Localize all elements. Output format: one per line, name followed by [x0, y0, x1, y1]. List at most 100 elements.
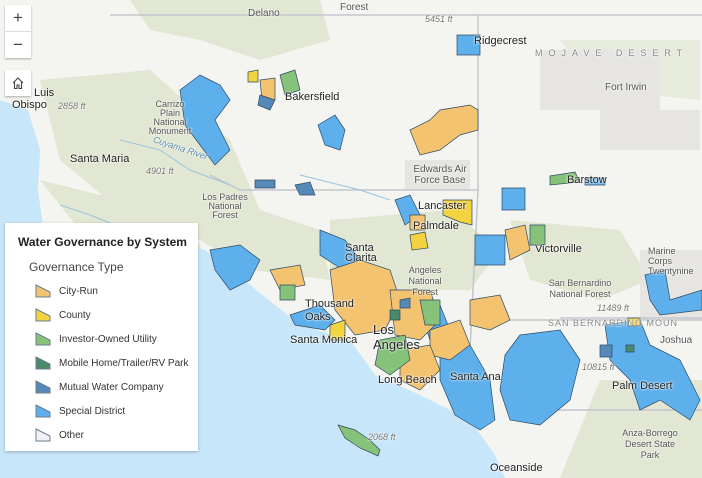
system-polygon	[409, 231, 429, 251]
map-label: Santa Clarita	[345, 242, 377, 264]
system-polygon	[254, 179, 276, 189]
system-polygon	[439, 344, 496, 431]
system-polygon	[644, 269, 702, 316]
system-polygon	[409, 104, 479, 156]
map-label: 10815 ft	[582, 362, 615, 372]
map-label: Santa Monica	[290, 334, 358, 346]
system-polygon	[442, 199, 473, 226]
legend-panel: Water Governance by System Governance Ty…	[5, 223, 198, 451]
map-label: Carrizo Plain National Monument	[148, 99, 192, 136]
legend-item-label: Mobile Home/Trailer/RV Park	[59, 357, 189, 369]
rivers	[59, 139, 391, 226]
map-label: Ridgecrest	[474, 35, 527, 47]
system-polygon	[419, 299, 441, 326]
home-button[interactable]	[5, 70, 31, 96]
map-label: Fort Irwin	[605, 82, 647, 93]
map-label: Joshua	[660, 335, 693, 346]
home-icon	[12, 77, 24, 90]
map-label: Lancaster	[418, 200, 467, 212]
map-label: 5451 ft	[425, 14, 453, 24]
system-polygon	[599, 344, 613, 358]
map-label: Long Beach	[378, 374, 437, 386]
map-label: Anza-Borrego Desert State Park	[622, 428, 678, 460]
legend-swatch-icon	[35, 284, 51, 298]
legend-item: County	[35, 307, 91, 323]
map-label: 2068 ft	[368, 432, 396, 442]
legend-item: Other	[35, 427, 84, 443]
map-label: Santa Ana	[450, 371, 501, 383]
map-label: Bakersfield	[285, 91, 340, 103]
legend-swatch-icon	[35, 332, 51, 346]
map-label: Forest	[340, 2, 369, 13]
map-label: Thousand Oaks	[305, 298, 354, 323]
system-polygon	[329, 319, 346, 341]
legend-swatch-icon	[35, 308, 51, 322]
system-polygon	[389, 309, 401, 321]
map-label: Victorville	[535, 243, 582, 255]
legend-item-label: Special District	[59, 405, 126, 417]
water-systems-layer[interactable]	[179, 34, 702, 431]
system-polygon	[501, 187, 526, 211]
legend-item: Mutual Water Company	[35, 379, 164, 395]
system-polygon	[279, 284, 296, 301]
map-label: Marine Corps Twentynine	[648, 246, 694, 276]
zoom-out-button[interactable]: −	[5, 31, 31, 58]
map-label: Los Angeles	[373, 322, 420, 352]
legend-item: City-Run	[35, 283, 98, 299]
system-polygon	[179, 74, 231, 166]
map-label: Angeles National Forest	[408, 265, 442, 297]
legend-subtitle: Governance Type	[29, 260, 124, 274]
system-polygon	[529, 224, 546, 246]
map-label: Edwards Air Force Base	[413, 164, 467, 186]
system-polygon	[317, 114, 346, 151]
map-label: Luis	[34, 87, 55, 99]
zoom-controls: + −	[5, 5, 31, 58]
map-label: San Bernardino National Forest	[548, 278, 612, 299]
system-polygon	[294, 181, 316, 196]
system-polygon	[257, 94, 276, 111]
legend-item: Mobile Home/Trailer/RV Park	[35, 355, 188, 371]
system-polygon	[209, 244, 261, 291]
map-label: Obispo	[12, 99, 47, 111]
system-polygon	[399, 297, 411, 309]
system-polygon	[474, 234, 506, 266]
system-polygon	[456, 34, 481, 56]
legend-item-label: Investor-Owned Utility	[59, 333, 157, 345]
system-polygon	[469, 294, 511, 331]
legend-swatch-icon	[35, 380, 51, 394]
legend-item: Special District	[35, 403, 125, 419]
legend-item-label: City-Run	[59, 285, 98, 297]
zoom-in-button[interactable]: +	[13, 8, 23, 27]
legend-swatch-icon	[35, 404, 51, 418]
system-polygon	[279, 69, 301, 96]
legend-item-label: County	[59, 309, 91, 321]
system-polygon	[504, 224, 531, 261]
legend-item: Investor-Owned Utility	[35, 331, 157, 347]
system-polygon	[584, 177, 606, 186]
system-polygon	[625, 344, 635, 353]
system-polygon	[374, 334, 411, 376]
system-polygon	[499, 329, 581, 426]
system-polygon	[627, 317, 641, 327]
map-label: SAN BERNARDINO MOUN	[548, 318, 679, 328]
legend-swatch-icon	[35, 356, 51, 370]
map-label: Palmdale	[413, 220, 459, 232]
catalina-island	[337, 424, 381, 457]
legend-item-label: Other	[59, 429, 85, 441]
system-polygon	[409, 214, 426, 231]
legend-item-label: Mutual Water Company	[59, 381, 164, 393]
map-label: Santa Maria	[70, 153, 130, 165]
map-label: Delano	[248, 8, 280, 19]
system-polygon	[549, 171, 581, 186]
map-label: Oceanside	[490, 462, 543, 474]
map-label: Palm Desert	[612, 380, 673, 392]
map-label: 11489 ft	[597, 303, 629, 313]
system-polygon	[399, 344, 441, 391]
map-label: 2858 ft	[58, 101, 86, 111]
map-label: MOJAVE DESERT	[535, 48, 689, 58]
system-polygon	[247, 69, 259, 83]
system-polygon	[269, 264, 306, 291]
map-label: Los Padres National Forest	[202, 192, 248, 220]
legend-title: Water Governance by System	[18, 235, 187, 249]
map-label: Barstow	[567, 174, 607, 186]
